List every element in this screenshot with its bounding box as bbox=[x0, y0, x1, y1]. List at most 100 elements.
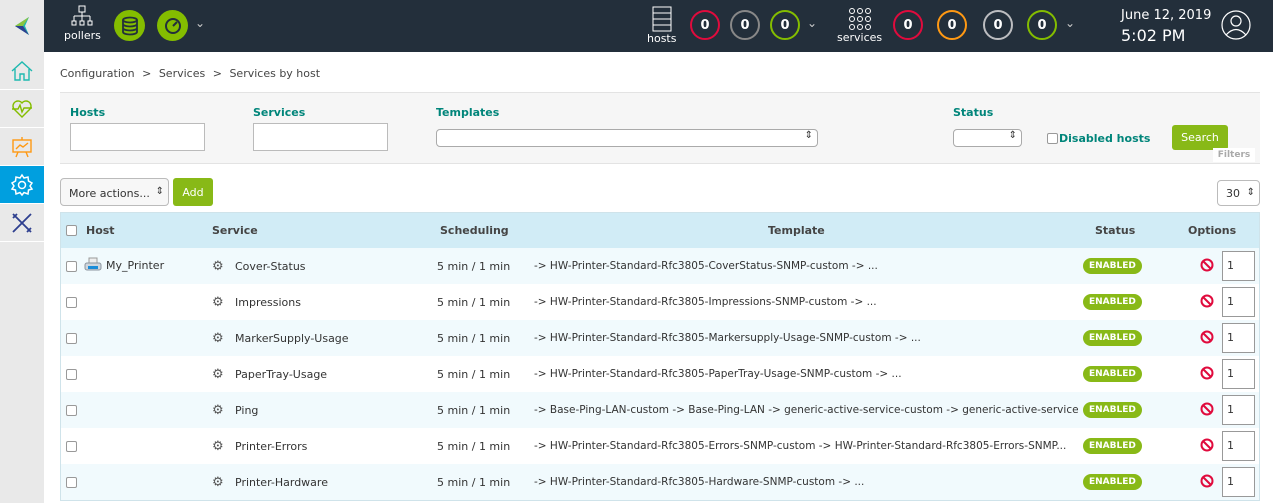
services-label: services bbox=[837, 31, 883, 44]
disable-icon[interactable] bbox=[1200, 330, 1214, 347]
service-link[interactable]: Cover-Status bbox=[235, 259, 306, 273]
chevron-down-icon[interactable]: ⌄ bbox=[807, 16, 818, 30]
database-status[interactable] bbox=[114, 10, 145, 41]
chevron-down-icon[interactable]: ⌄ bbox=[1065, 16, 1076, 30]
administration-icon bbox=[12, 212, 32, 233]
service-link[interactable]: Printer-Hardware bbox=[235, 475, 328, 489]
hosts-down-count[interactable]: 0 bbox=[690, 10, 720, 40]
duplicate-count-input[interactable]: 1 bbox=[1222, 287, 1255, 317]
services-filter-input[interactable] bbox=[253, 123, 388, 151]
per-page-value: 30 bbox=[1226, 187, 1240, 200]
sidebar-item-reporting[interactable] bbox=[0, 128, 44, 166]
hosts-unreachable-count[interactable]: 0 bbox=[730, 10, 760, 40]
disable-icon[interactable] bbox=[1200, 474, 1214, 491]
disable-icon[interactable] bbox=[1200, 258, 1214, 275]
breadcrumb-item[interactable]: Services by host bbox=[229, 67, 321, 80]
row-checkbox[interactable] bbox=[66, 368, 77, 380]
service-gear-icon: ⚙ bbox=[212, 330, 224, 346]
search-button[interactable]: Search bbox=[1172, 125, 1228, 150]
service-gear-icon: ⚙ bbox=[212, 474, 224, 490]
hosts-filter-input[interactable] bbox=[70, 123, 205, 151]
disable-icon[interactable] bbox=[1200, 438, 1214, 455]
breadcrumb-item[interactable]: Services bbox=[158, 67, 206, 80]
services-filter-label: Services bbox=[253, 106, 306, 119]
col-status: Status bbox=[1095, 224, 1136, 237]
hosts-up-count[interactable]: 0 bbox=[770, 10, 800, 40]
status-badge: ENABLED bbox=[1083, 294, 1142, 310]
service-gear-icon: ⚙ bbox=[212, 438, 224, 454]
status-filter-select[interactable]: ⇕ bbox=[953, 129, 1022, 147]
services-ok-count[interactable]: 0 bbox=[1027, 10, 1057, 40]
duplicate-count-input[interactable]: 1 bbox=[1222, 359, 1255, 389]
template-chain: -> Base-Ping-LAN-custom -> Base-Ping-LAN… bbox=[534, 404, 1079, 416]
hosts-button[interactable]: hosts bbox=[647, 6, 676, 45]
more-actions-select[interactable]: More actions... ⇕ bbox=[60, 178, 169, 206]
status-badge: ENABLED bbox=[1083, 474, 1142, 490]
disabled-hosts-checkbox[interactable] bbox=[1047, 133, 1058, 144]
disabled-hosts-label: Disabled hosts bbox=[1059, 132, 1151, 145]
duplicate-count-input[interactable]: 1 bbox=[1222, 431, 1255, 461]
template-chain: -> HW-Printer-Standard-Rfc3805-Impressio… bbox=[534, 296, 877, 308]
pollers-icon bbox=[71, 5, 93, 26]
gauge-icon bbox=[164, 17, 181, 34]
centreon-logo[interactable] bbox=[0, 0, 44, 52]
templates-filter-label: Templates bbox=[436, 106, 500, 119]
more-actions-label: More actions... bbox=[69, 187, 150, 200]
service-gear-icon: ⚙ bbox=[212, 366, 224, 382]
status-badge: ENABLED bbox=[1083, 258, 1142, 274]
results-per-page-select[interactable]: 30 ⇕ bbox=[1217, 180, 1260, 206]
templates-filter-select[interactable]: ⇕ bbox=[436, 129, 818, 147]
service-link[interactable]: PaperTray-Usage bbox=[235, 367, 328, 381]
row-checkbox[interactable] bbox=[66, 296, 77, 308]
template-chain: -> HW-Printer-Standard-Rfc3805-Markersup… bbox=[534, 332, 921, 344]
service-link[interactable]: MarkerSupply-Usage bbox=[235, 331, 349, 345]
select-all-checkbox[interactable] bbox=[66, 225, 77, 236]
sidebar-item-home[interactable] bbox=[0, 52, 44, 90]
services-critical-count[interactable]: 0 bbox=[893, 10, 923, 40]
row-checkbox[interactable] bbox=[66, 404, 77, 416]
disable-icon[interactable] bbox=[1200, 294, 1214, 311]
table-row: My_Printer ⚙ Cover-Status 5 min / 1 min … bbox=[61, 248, 1259, 284]
disable-icon[interactable] bbox=[1200, 402, 1214, 419]
latency-status[interactable] bbox=[157, 10, 188, 41]
table-row: ⚙ Ping 5 min / 1 min -> Base-Ping-LAN-cu… bbox=[61, 392, 1259, 428]
sidebar bbox=[0, 52, 44, 503]
host-link[interactable]: My_Printer bbox=[106, 259, 165, 272]
service-link[interactable]: Impressions bbox=[235, 295, 301, 309]
col-host[interactable]: Host bbox=[86, 224, 115, 237]
add-button[interactable]: Add bbox=[173, 178, 213, 206]
filters-panel: Hosts Services Templates ⇕ Status ⇕ Disa… bbox=[60, 92, 1260, 164]
duplicate-count-input[interactable]: 1 bbox=[1222, 395, 1255, 425]
scheduling-value: 5 min / 1 min bbox=[437, 367, 511, 381]
sidebar-item-administration[interactable] bbox=[0, 204, 44, 242]
breadcrumb-item[interactable]: Configuration bbox=[60, 67, 135, 80]
status-badge: ENABLED bbox=[1083, 402, 1142, 418]
monitoring-icon bbox=[12, 99, 32, 118]
duplicate-count-input[interactable]: 1 bbox=[1222, 323, 1255, 353]
status-badge: ENABLED bbox=[1083, 366, 1142, 382]
filters-tab[interactable]: Filters bbox=[1213, 148, 1255, 162]
pollers-label: pollers bbox=[64, 29, 101, 42]
col-service[interactable]: Service bbox=[212, 224, 258, 237]
duplicate-count-input[interactable]: 1 bbox=[1222, 251, 1255, 281]
sidebar-item-configuration[interactable] bbox=[0, 166, 44, 204]
sidebar-item-monitoring[interactable] bbox=[0, 90, 44, 128]
duplicate-count-input[interactable]: 1 bbox=[1222, 467, 1255, 497]
service-link[interactable]: Printer-Errors bbox=[235, 439, 308, 453]
row-checkbox[interactable] bbox=[66, 476, 77, 488]
template-chain: -> HW-Printer-Standard-Rfc3805-CoverStat… bbox=[534, 260, 878, 272]
hosts-icon bbox=[652, 6, 672, 32]
user-profile-button[interactable] bbox=[1221, 10, 1251, 43]
pollers-button[interactable]: pollers bbox=[64, 5, 101, 42]
chevron-down-icon[interactable]: ⌄ bbox=[195, 16, 206, 30]
services-button[interactable]: services bbox=[837, 7, 882, 44]
disable-icon[interactable] bbox=[1200, 366, 1214, 383]
row-checkbox[interactable] bbox=[66, 440, 77, 452]
database-icon bbox=[121, 16, 138, 35]
row-checkbox[interactable] bbox=[66, 332, 77, 344]
service-gear-icon: ⚙ bbox=[212, 294, 224, 310]
services-warning-count[interactable]: 0 bbox=[937, 10, 967, 40]
row-checkbox[interactable] bbox=[66, 260, 77, 272]
services-unknown-count[interactable]: 0 bbox=[983, 10, 1013, 40]
service-link[interactable]: Ping bbox=[235, 403, 259, 417]
